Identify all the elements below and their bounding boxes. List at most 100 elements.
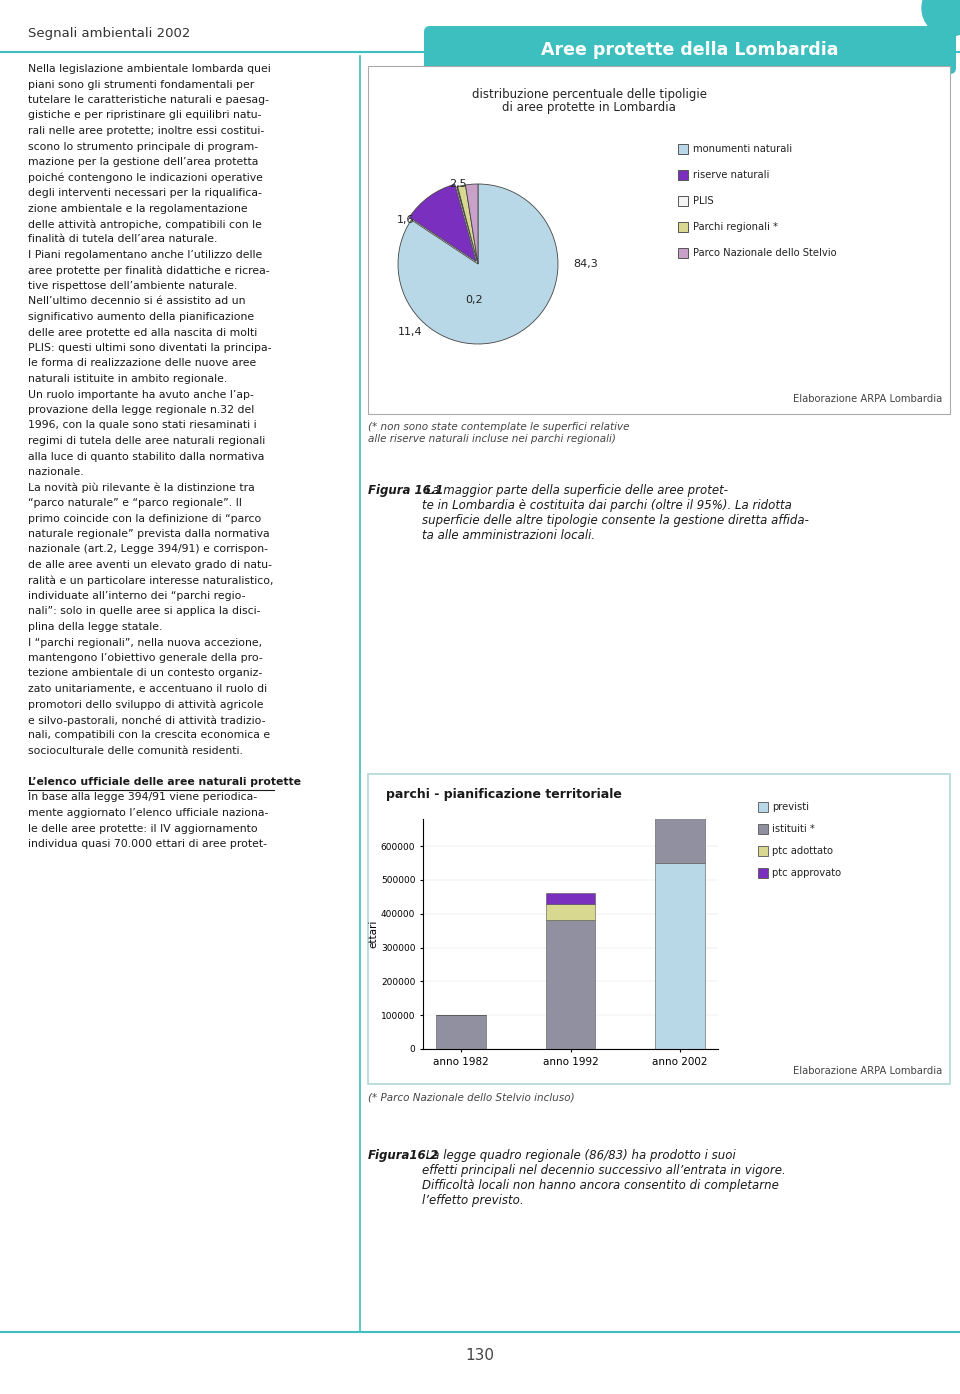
Text: Nell’ultimo decennio si é assistito ad un: Nell’ultimo decennio si é assistito ad u… xyxy=(28,297,246,307)
Text: 2,5: 2,5 xyxy=(449,178,467,190)
Text: previsti: previsti xyxy=(772,802,809,811)
Text: In base alla legge 394/91 viene periodica-: In base alla legge 394/91 viene periodic… xyxy=(28,793,257,803)
Text: riserve naturali: riserve naturali xyxy=(693,170,769,180)
Bar xyxy=(678,248,688,258)
Text: mente aggiornato l’elenco ufficiale naziona-: mente aggiornato l’elenco ufficiale nazi… xyxy=(28,809,269,818)
Text: 1996, con la quale sono stati riesaminati i: 1996, con la quale sono stati riesaminat… xyxy=(28,421,256,431)
Text: distribuzione percentuale delle tipoligie: distribuzione percentuale delle tipoligi… xyxy=(471,88,707,100)
Bar xyxy=(758,868,768,878)
Circle shape xyxy=(922,0,960,36)
Bar xyxy=(437,1015,486,1050)
Bar xyxy=(758,802,768,811)
Text: significativo aumento della pianificazione: significativo aumento della pianificazio… xyxy=(28,312,254,322)
Text: le forma di realizzazione delle nuove aree: le forma di realizzazione delle nuove ar… xyxy=(28,358,256,368)
Bar xyxy=(678,197,688,206)
Text: nazionale.: nazionale. xyxy=(28,467,84,477)
Text: L’elenco ufficiale delle aree naturali protette: L’elenco ufficiale delle aree naturali p… xyxy=(28,776,301,788)
Text: aree protette per finalità didattiche e ricrea-: aree protette per finalità didattiche e … xyxy=(28,265,270,276)
Text: provazione della legge regionale n.32 del: provazione della legge regionale n.32 de… xyxy=(28,406,254,415)
Text: La legge quadro regionale (86/83) ha prodotto i suoi
effetti principali nel dece: La legge quadro regionale (86/83) ha pro… xyxy=(422,1149,785,1207)
Text: piani sono gli strumenti fondamentali per: piani sono gli strumenti fondamentali pe… xyxy=(28,79,254,89)
Text: individuate all’interno dei “parchi regio-: individuate all’interno dei “parchi regi… xyxy=(28,591,246,601)
Bar xyxy=(546,894,595,903)
Text: PLIS: PLIS xyxy=(693,197,713,206)
Text: scono lo strumento principale di program-: scono lo strumento principale di program… xyxy=(28,142,258,152)
Text: delle aree protette ed alla nascita di molti: delle aree protette ed alla nascita di m… xyxy=(28,328,257,337)
Bar xyxy=(656,609,705,636)
Text: Parco Nazionale dello Stelvio: Parco Nazionale dello Stelvio xyxy=(693,248,836,258)
Text: de alle aree aventi un elevato grado di natu-: de alle aree aventi un elevato grado di … xyxy=(28,560,272,570)
Text: zato unitariamente, e accentuano il ruolo di: zato unitariamente, e accentuano il ruol… xyxy=(28,684,267,694)
Text: monumenti naturali: monumenti naturali xyxy=(693,144,792,153)
Text: Figura 16.1: Figura 16.1 xyxy=(368,484,444,498)
Text: Figura16.2: Figura16.2 xyxy=(368,1149,440,1163)
Text: Segnali ambientali 2002: Segnali ambientali 2002 xyxy=(28,28,190,40)
Bar xyxy=(678,222,688,231)
Text: I “parchi regionali”, nella nuova accezione,: I “parchi regionali”, nella nuova accezi… xyxy=(28,637,262,647)
Bar xyxy=(678,170,688,180)
Text: naturali istituite in ambito regionale.: naturali istituite in ambito regionale. xyxy=(28,374,228,383)
Text: 84,3: 84,3 xyxy=(574,259,598,269)
Text: Un ruolo importante ha avuto anche l’ap-: Un ruolo importante ha avuto anche l’ap- xyxy=(28,389,253,400)
Text: nali, compatibili con la crescita economica e: nali, compatibili con la crescita econom… xyxy=(28,730,270,740)
Text: 130: 130 xyxy=(466,1348,494,1363)
Text: e silvo-pastorali, nonché di attività tradizio-: e silvo-pastorali, nonché di attività tr… xyxy=(28,715,266,725)
Text: PLIS: questi ultimi sono diventati la principa-: PLIS: questi ultimi sono diventati la pr… xyxy=(28,343,272,353)
Text: gistiche e per ripristinare gli equilibri natu-: gistiche e per ripristinare gli equilibr… xyxy=(28,110,261,120)
Text: “parco naturale” e “parco regionale”. Il: “parco naturale” e “parco regionale”. Il xyxy=(28,498,242,507)
Text: promotori dello sviluppo di attività agricole: promotori dello sviluppo di attività agr… xyxy=(28,700,263,710)
Text: ralità e un particolare interesse naturalistico,: ralità e un particolare interesse natura… xyxy=(28,576,274,585)
Wedge shape xyxy=(458,185,478,263)
Text: La novità più rilevante è la distinzione tra: La novità più rilevante è la distinzione… xyxy=(28,482,254,493)
Bar xyxy=(368,66,950,414)
Text: alla luce di quanto stabilito dalla normativa: alla luce di quanto stabilito dalla norm… xyxy=(28,452,264,461)
Text: nazionale (art.2, Legge 394/91) e corrispon-: nazionale (art.2, Legge 394/91) e corris… xyxy=(28,545,268,555)
Text: I Piani regolamentano anche l’utilizzo delle: I Piani regolamentano anche l’utilizzo d… xyxy=(28,250,262,261)
Text: poiché contengono le indicazioni operative: poiché contengono le indicazioni operati… xyxy=(28,173,263,183)
Text: Nella legislazione ambientale lombarda quei: Nella legislazione ambientale lombarda q… xyxy=(28,64,271,74)
Text: di aree protette in Lombardia: di aree protette in Lombardia xyxy=(502,100,676,114)
Text: finalità di tutela dell’area naturale.: finalità di tutela dell’area naturale. xyxy=(28,234,217,244)
FancyBboxPatch shape xyxy=(424,26,956,74)
Text: ptc adottato: ptc adottato xyxy=(772,846,833,856)
Text: Elaborazione ARPA Lombardia: Elaborazione ARPA Lombardia xyxy=(793,1066,942,1076)
Text: le delle aree protette: il IV aggiornamento: le delle aree protette: il IV aggiorname… xyxy=(28,824,257,834)
Bar xyxy=(678,144,688,153)
Bar xyxy=(546,903,595,920)
Wedge shape xyxy=(457,187,478,263)
Y-axis label: ettari: ettari xyxy=(368,920,378,948)
Text: socioculturale delle comunità residenti.: socioculturale delle comunità residenti. xyxy=(28,746,243,756)
Text: plina della legge statale.: plina della legge statale. xyxy=(28,622,162,631)
Text: Parchi regionali *: Parchi regionali * xyxy=(693,222,778,231)
Wedge shape xyxy=(398,184,558,344)
Text: primo coincide con la definizione di “parco: primo coincide con la definizione di “pa… xyxy=(28,513,261,524)
Text: regimi di tutela delle aree naturali regionali: regimi di tutela delle aree naturali reg… xyxy=(28,436,265,446)
Text: tive rispettose dell’ambiente naturale.: tive rispettose dell’ambiente naturale. xyxy=(28,282,237,291)
Text: rali nelle aree protette; inoltre essi costitui-: rali nelle aree protette; inoltre essi c… xyxy=(28,125,264,137)
Text: zione ambientale e la regolamentazione: zione ambientale e la regolamentazione xyxy=(28,204,248,213)
Wedge shape xyxy=(466,184,478,263)
Text: parchi - pianificazione territoriale: parchi - pianificazione territoriale xyxy=(386,788,622,802)
Text: mazione per la gestione dell’area protetta: mazione per la gestione dell’area protet… xyxy=(28,158,258,167)
Text: istituiti *: istituiti * xyxy=(772,824,815,834)
Text: Elaborazione ARPA Lombardia: Elaborazione ARPA Lombardia xyxy=(793,395,942,404)
Text: ptc approvato: ptc approvato xyxy=(772,868,841,878)
Bar xyxy=(758,824,768,834)
Text: (* non sono state contemplate le superfici relative
alle riserve naturali inclus: (* non sono state contemplate le superfi… xyxy=(368,422,630,443)
Wedge shape xyxy=(409,184,476,262)
Bar xyxy=(758,846,768,856)
Text: 0,2: 0,2 xyxy=(466,296,483,305)
Text: mantengono l’obiettivo generale della pro-: mantengono l’obiettivo generale della pr… xyxy=(28,652,263,664)
Bar xyxy=(368,774,950,1085)
Text: La maggior parte della superficie delle aree protet-
te in Lombardia è costituit: La maggior parte della superficie delle … xyxy=(422,484,809,542)
Bar xyxy=(546,920,595,1050)
Bar xyxy=(656,711,705,863)
Text: degli interventi necessari per la riqualifica-: degli interventi necessari per la riqual… xyxy=(28,188,262,198)
Text: nali”: solo in quelle aree si applica la disci-: nali”: solo in quelle aree si applica la… xyxy=(28,606,260,616)
Text: individua quasi 70.000 ettari di aree protet-: individua quasi 70.000 ettari di aree pr… xyxy=(28,839,267,849)
Text: tutelare le caratteristiche naturali e paesag-: tutelare le caratteristiche naturali e p… xyxy=(28,95,269,105)
Text: delle attività antropiche, compatibili con le: delle attività antropiche, compatibili c… xyxy=(28,219,262,230)
Bar xyxy=(656,863,705,1050)
Text: 1,6: 1,6 xyxy=(397,215,415,224)
Text: (* Parco Nazionale dello Stelvio incluso): (* Parco Nazionale dello Stelvio incluso… xyxy=(368,1092,575,1103)
